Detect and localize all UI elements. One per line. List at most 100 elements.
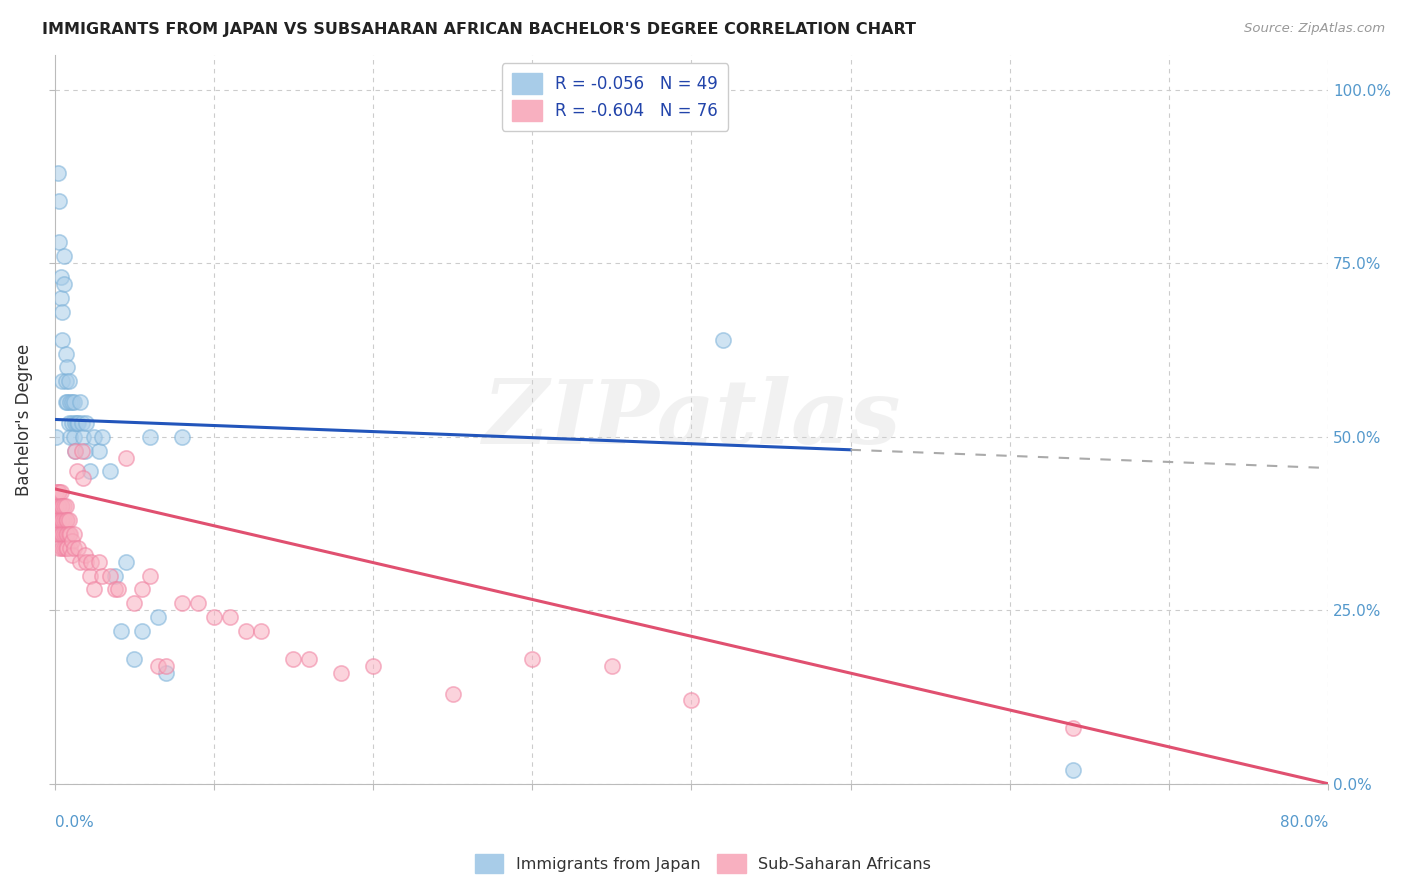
Point	[146, 610, 169, 624]
Point	[55, 499, 77, 513]
Point	[65, 443, 87, 458]
Point	[46, 499, 69, 513]
Point	[60, 416, 83, 430]
Point	[122, 652, 145, 666]
Point	[361, 658, 384, 673]
Point	[104, 568, 127, 582]
Point	[73, 443, 96, 458]
Point	[91, 430, 114, 444]
Point	[53, 527, 76, 541]
Point	[59, 430, 82, 444]
Point	[65, 416, 87, 430]
Text: Source: ZipAtlas.com: Source: ZipAtlas.com	[1244, 22, 1385, 36]
Point	[56, 527, 79, 541]
Point	[48, 527, 70, 541]
Point	[51, 513, 73, 527]
Point	[98, 568, 121, 582]
Legend: R = -0.056   N = 49, R = -0.604   N = 76: R = -0.056 N = 49, R = -0.604 N = 76	[502, 63, 728, 131]
Point	[66, 465, 89, 479]
Point	[55, 513, 77, 527]
Point	[49, 485, 72, 500]
Point	[139, 430, 162, 444]
Point	[520, 652, 543, 666]
Point	[441, 686, 464, 700]
Point	[51, 333, 73, 347]
Point	[56, 395, 79, 409]
Point	[69, 555, 91, 569]
Legend: Immigrants from Japan, Sub-Saharan Africans: Immigrants from Japan, Sub-Saharan Afric…	[468, 847, 938, 880]
Point	[104, 582, 127, 597]
Point	[83, 582, 105, 597]
Point	[45, 499, 67, 513]
Text: 0.0%: 0.0%	[55, 815, 93, 830]
Point	[87, 555, 110, 569]
Point	[62, 395, 84, 409]
Point	[49, 513, 72, 527]
Point	[1062, 763, 1084, 777]
Point	[59, 395, 82, 409]
Point	[53, 277, 76, 292]
Point	[72, 471, 94, 485]
Point	[139, 568, 162, 582]
Point	[56, 541, 79, 555]
Point	[146, 658, 169, 673]
Point	[72, 430, 94, 444]
Point	[46, 485, 69, 500]
Point	[75, 416, 97, 430]
Point	[155, 665, 177, 680]
Point	[60, 533, 83, 548]
Point	[170, 596, 193, 610]
Point	[298, 652, 321, 666]
Point	[235, 624, 257, 638]
Point	[107, 582, 129, 597]
Point	[202, 610, 225, 624]
Point	[48, 541, 70, 555]
Point	[49, 270, 72, 285]
Point	[51, 374, 73, 388]
Point	[62, 541, 84, 555]
Point	[67, 416, 90, 430]
Point	[131, 624, 153, 638]
Point	[330, 665, 353, 680]
Point	[187, 596, 209, 610]
Point	[59, 527, 82, 541]
Point	[51, 305, 73, 319]
Point	[681, 693, 703, 707]
Point	[70, 443, 93, 458]
Point	[75, 555, 97, 569]
Point	[155, 658, 177, 673]
Point	[115, 555, 138, 569]
Point	[55, 541, 77, 555]
Text: ZIPatlas: ZIPatlas	[482, 376, 900, 463]
Y-axis label: Bachelor's Degree: Bachelor's Degree	[15, 343, 32, 496]
Point	[283, 652, 305, 666]
Point	[250, 624, 273, 638]
Point	[80, 555, 103, 569]
Point	[49, 527, 72, 541]
Point	[51, 499, 73, 513]
Point	[58, 374, 80, 388]
Point	[73, 548, 96, 562]
Point	[53, 513, 76, 527]
Point	[45, 485, 67, 500]
Point	[58, 416, 80, 430]
Point	[55, 395, 77, 409]
Point	[51, 541, 73, 555]
Point	[87, 443, 110, 458]
Point	[46, 527, 69, 541]
Point	[48, 235, 70, 250]
Point	[58, 527, 80, 541]
Point	[65, 443, 87, 458]
Point	[91, 568, 114, 582]
Point	[69, 395, 91, 409]
Point	[53, 541, 76, 555]
Point	[122, 596, 145, 610]
Point	[60, 395, 83, 409]
Point	[66, 416, 89, 430]
Point	[53, 499, 76, 513]
Point	[98, 465, 121, 479]
Point	[49, 499, 72, 513]
Point	[45, 513, 67, 527]
Point	[59, 541, 82, 555]
Point	[70, 416, 93, 430]
